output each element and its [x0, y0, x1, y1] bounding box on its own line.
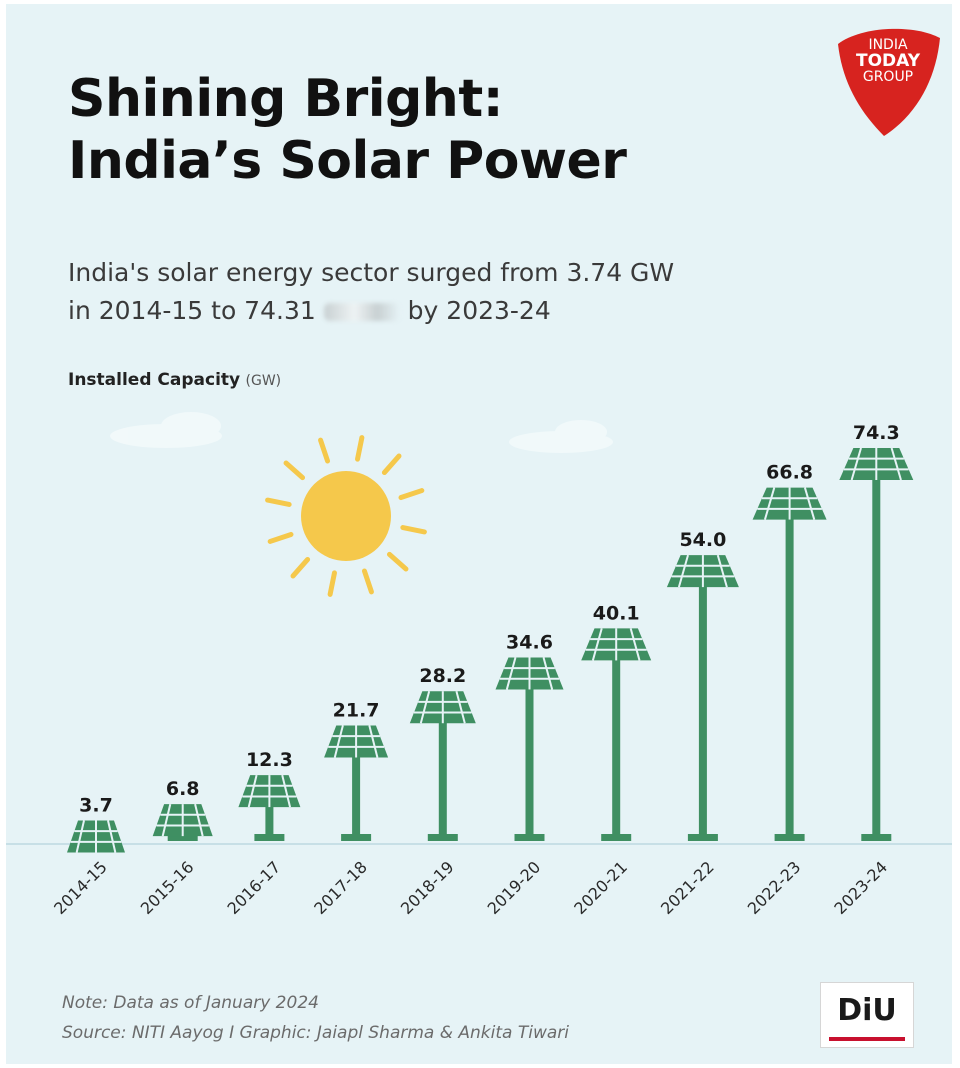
bar-pole [612, 658, 621, 840]
bar-pole [438, 721, 447, 840]
india-today-group-logo [838, 28, 940, 136]
logo-line-1: INDIA [868, 37, 908, 53]
sun-icon [265, 435, 427, 597]
diu-logo-text: DiU [837, 993, 897, 1028]
value-label-2017-18: 21.7 [333, 700, 380, 722]
value-label-2015-16: 6.8 [166, 778, 200, 800]
bar-2022-23 [752, 487, 827, 841]
footnote: Note: Data as of January 2024 [62, 993, 319, 1013]
category-label-2021-22: 2021-22 [657, 857, 718, 918]
title-line-2: India’s Solar Power [68, 131, 627, 191]
bar-pole [785, 517, 794, 840]
bar-pole [525, 687, 534, 840]
category-label-2015-16: 2015-16 [137, 857, 198, 918]
solar-panel-grid [328, 725, 385, 758]
title-line-1: Shining Bright: [68, 69, 503, 129]
value-label-2016-17: 12.3 [246, 749, 293, 771]
bar-2014-15 [67, 820, 125, 853]
logo-shield-shape [838, 28, 940, 136]
solar-panel-grid [757, 487, 822, 520]
bar-pole [872, 478, 881, 840]
logo-text: INDIA TODAY GROUP [832, 38, 944, 85]
logo-line-2: TODAY [856, 51, 920, 71]
value-label-2022-23: 66.8 [766, 462, 813, 484]
subtitle-line-2-end: by 2023-24 [407, 296, 551, 325]
bar-foot [427, 834, 458, 841]
solar-capacity-chart: 3.7 2014-15 6.8 2015-16 12.3 2016-17 21.7 2017-… [6, 412, 952, 918]
infographic-card: Shining Bright: India’s Solar Power Indi… [6, 4, 952, 1064]
value-label-2020-21: 40.1 [593, 602, 640, 624]
category-label-2019-20: 2019-20 [484, 857, 545, 918]
category-label-2014-15: 2014-15 [50, 857, 111, 918]
bar-pole [265, 805, 274, 840]
bar-foot [601, 834, 632, 841]
bar-2015-16 [152, 803, 213, 841]
solar-panel-grid [413, 690, 472, 724]
bar-foot [861, 834, 892, 841]
value-label-2019-20: 34.6 [506, 631, 553, 653]
bar-foot [254, 834, 285, 841]
solar-panel-grid [843, 447, 909, 481]
solar-panel-grid [671, 554, 735, 588]
subtitle-line-1: India's solar energy sector surged from … [68, 258, 675, 287]
bar-2020-21 [581, 628, 652, 841]
solar-panel-grid [585, 628, 647, 661]
bar-foot [774, 834, 805, 841]
bar-2018-19 [409, 690, 476, 841]
y-axis-label-text: Installed Capacity [68, 370, 241, 390]
diu-logo-strip [829, 1037, 905, 1041]
bar-2019-20 [495, 657, 564, 841]
bar-foot [341, 834, 372, 841]
y-axis-label-unit: (GW) [245, 373, 282, 389]
bar-pole [352, 755, 361, 840]
value-label-2023-24: 74.3 [853, 422, 900, 444]
bar-2017-18 [324, 725, 389, 841]
cloud-right [509, 420, 613, 453]
cloud-left [110, 412, 222, 448]
subtitle-line-2-start: in 2014-15 to 74.31 [68, 296, 316, 325]
bar-2016-17 [238, 774, 301, 841]
logo-line-3: GROUP [862, 69, 914, 85]
blurred-unit [323, 303, 400, 321]
bar-pole [698, 585, 707, 840]
bar-foot [514, 834, 545, 841]
y-axis-label: Installed Capacity (GW) [68, 370, 281, 390]
value-label-2014-15: 3.7 [79, 794, 113, 816]
solar-panel-grid [156, 803, 209, 837]
subtitle-line-2: in 2014-15 to 74.31 by 2023-24 [68, 292, 674, 330]
value-label-2021-22: 54.0 [679, 529, 726, 551]
chart-subtitle: India's solar energy sector surged from … [68, 254, 674, 330]
category-label-2018-19: 2018-19 [397, 857, 458, 918]
category-label-2016-17: 2016-17 [224, 857, 285, 918]
bar-2023-24 [839, 447, 914, 841]
chart-title: Shining Bright: India’s Solar Power [68, 68, 627, 192]
bar-foot [687, 834, 718, 841]
solar-panel-grid [70, 820, 122, 853]
category-label-2022-23: 2022-23 [744, 857, 805, 918]
solar-panel-grid [242, 774, 297, 808]
diu-logo: DiU [820, 982, 914, 1048]
source-credit: Source: NITI Aayog I Graphic: Jaiapl Sha… [62, 1023, 569, 1043]
category-label-2020-21: 2020-21 [570, 857, 631, 918]
value-label-2018-19: 28.2 [419, 665, 466, 687]
category-label-2023-24: 2023-24 [830, 857, 891, 918]
solar-panel-grid [499, 657, 560, 690]
bar-foot [167, 834, 198, 841]
footer-notes: Note: Data as of January 2024 Source: NI… [62, 988, 569, 1048]
category-label-2017-18: 2017-18 [310, 857, 371, 918]
bar-2021-22 [666, 554, 739, 841]
